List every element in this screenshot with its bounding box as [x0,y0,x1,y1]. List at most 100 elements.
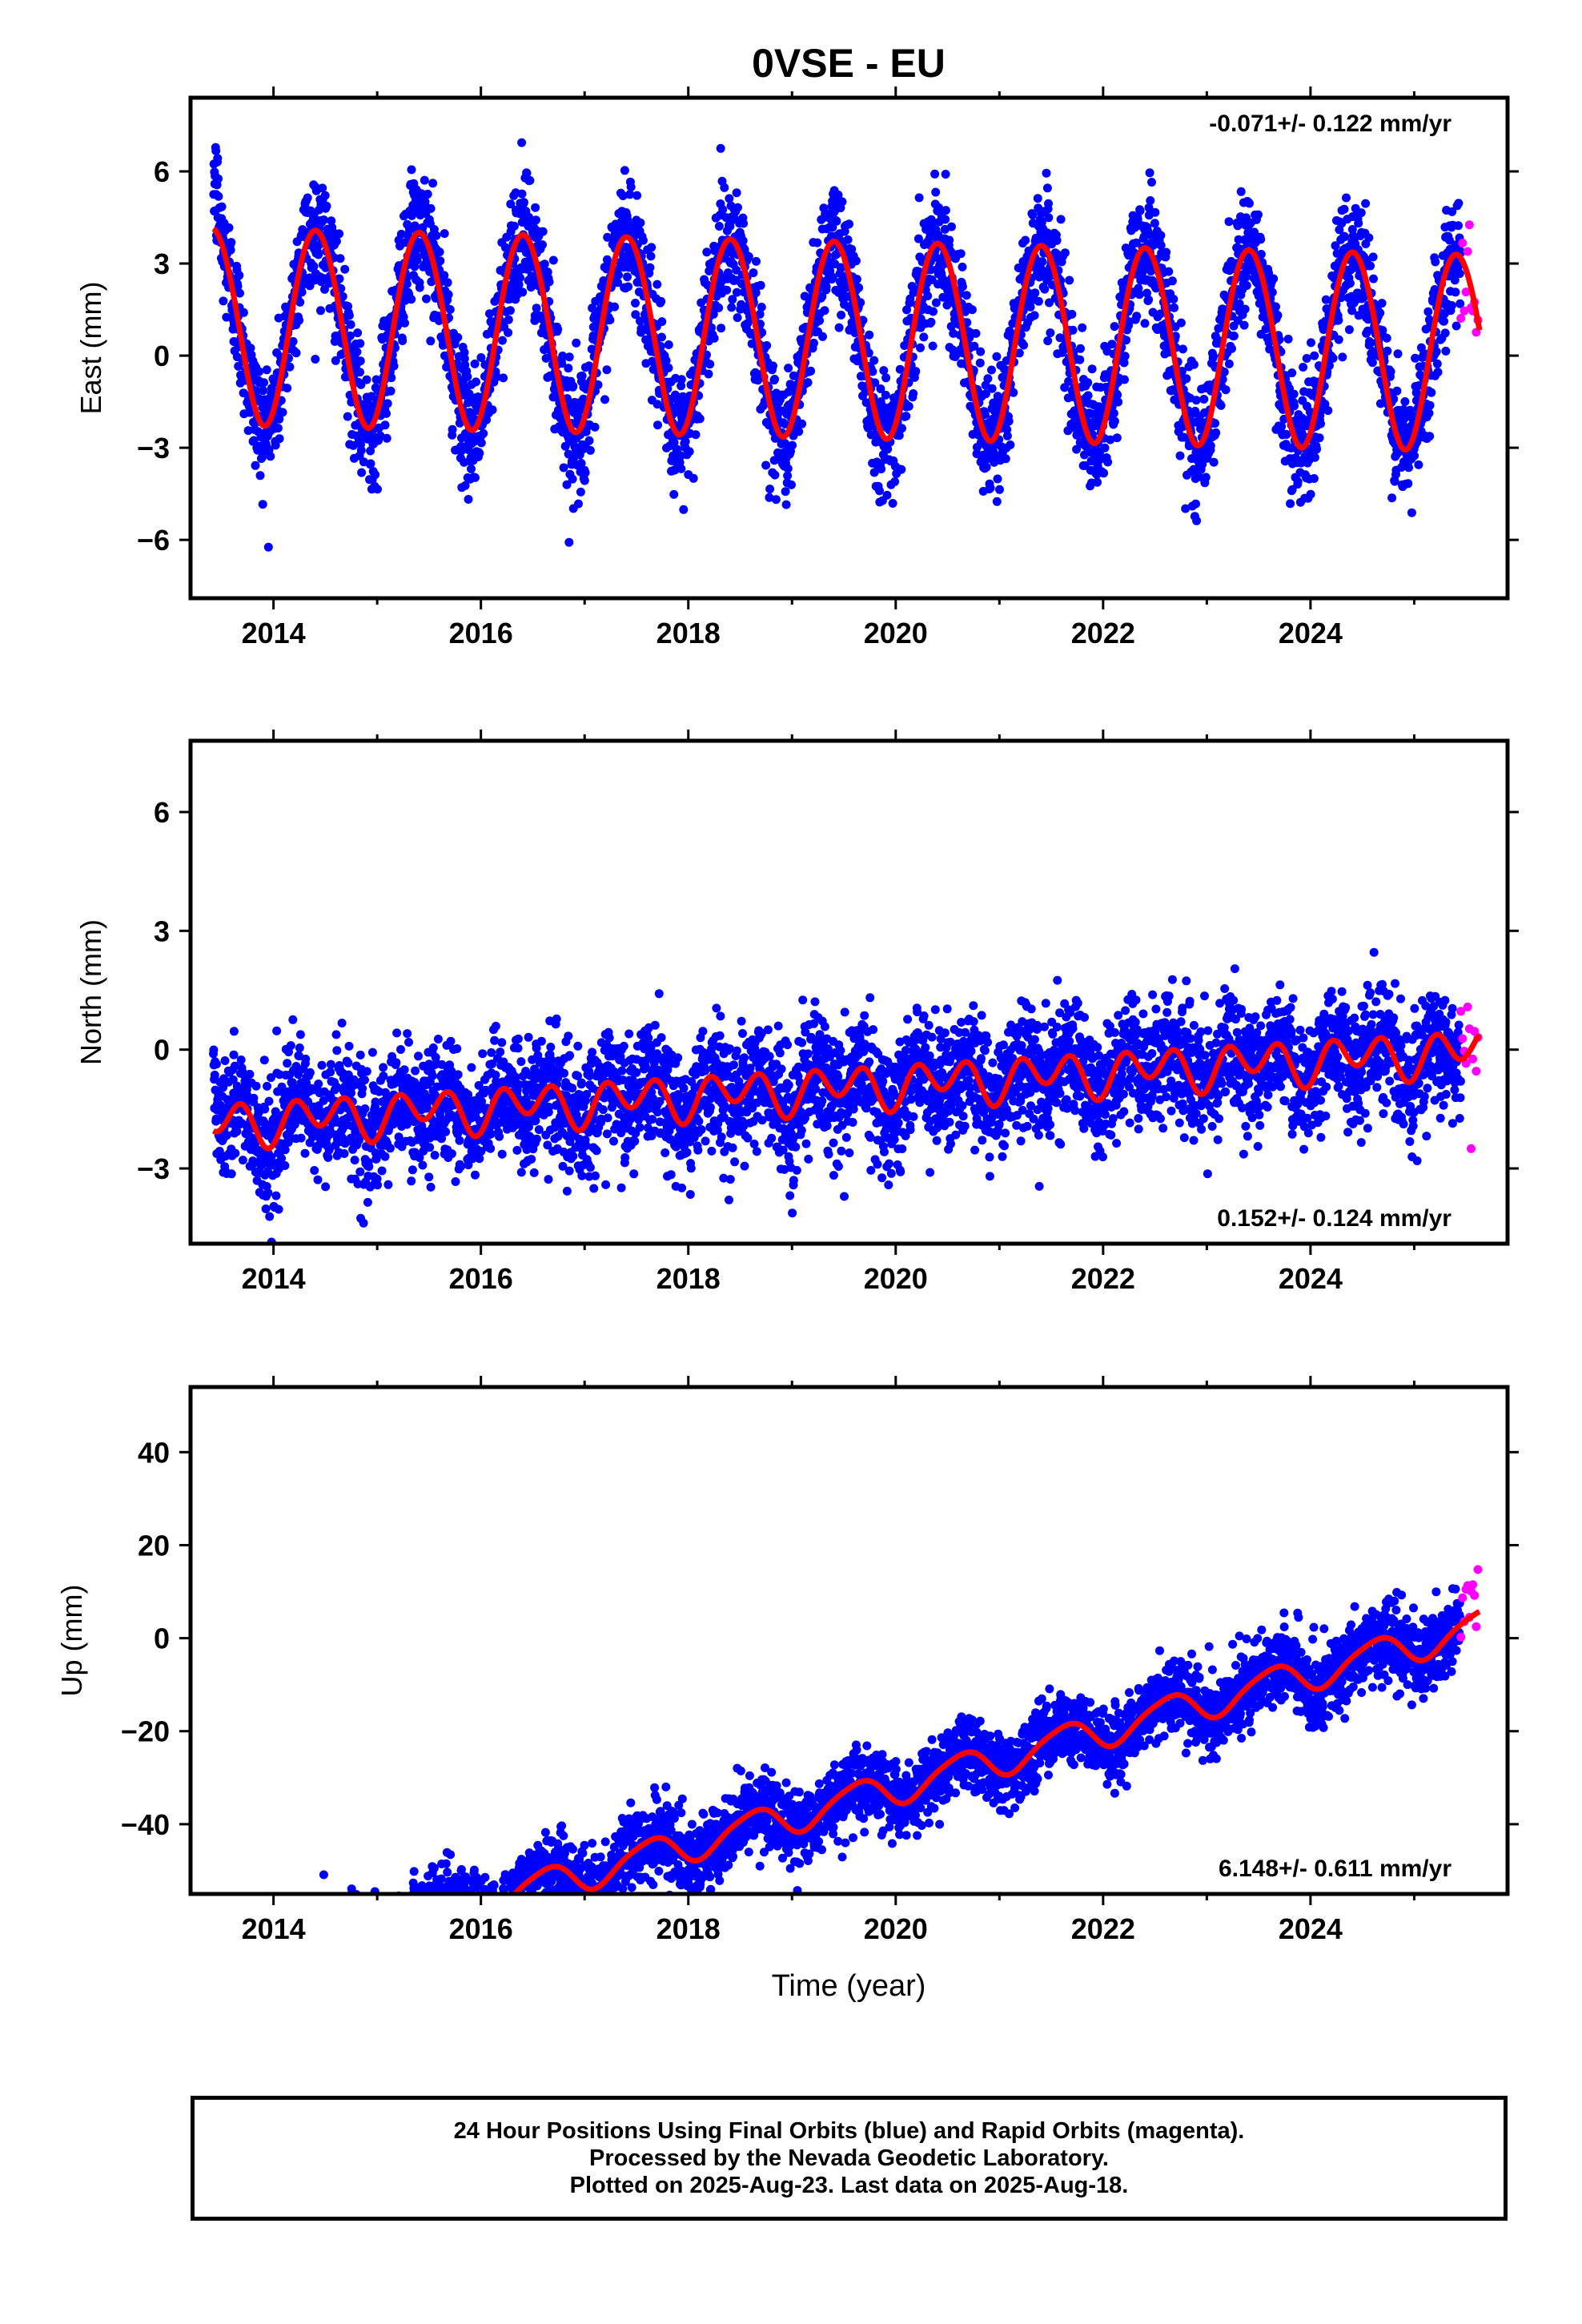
final-orbit-point [460,480,470,490]
final-orbit-point [1142,288,1151,298]
final-orbit-point [426,336,436,346]
final-orbit-point [904,401,913,411]
final-orbit-point [705,360,715,369]
final-orbit-point [558,352,568,360]
final-orbit-point [1112,433,1122,443]
final-orbit-point [448,424,457,434]
final-orbit-point [520,241,529,251]
final-orbit-point [235,271,244,280]
final-orbit-point [460,348,469,357]
final-orbit-point [926,317,936,327]
final-orbit-point [975,358,985,368]
final-orbit-point [1454,199,1464,208]
final-orbit-point [1182,374,1191,384]
final-orbit-point [1240,304,1250,314]
final-orbit-point [1354,219,1363,228]
final-orbit-point [623,215,632,225]
final-orbit-point [1287,368,1297,378]
final-orbit-point [499,373,508,383]
final-orbit-point [657,317,667,327]
final-orbit-point [314,1080,323,1088]
final-orbit-point [1162,247,1171,257]
final-orbit-point [506,199,516,209]
y-tick-label: −3 [137,432,170,464]
final-orbit-point [1256,250,1266,259]
final-orbit-point [631,310,640,320]
final-orbit-point [1156,231,1166,240]
final-orbit-point [266,452,275,461]
final-orbit-point [360,1104,370,1113]
final-orbit-point [274,1204,283,1214]
final-orbit-point [877,464,886,474]
final-orbit-point [360,1076,369,1085]
final-orbit-point [1242,281,1251,290]
final-orbit-point [296,1133,306,1143]
final-orbit-point [832,216,841,226]
final-orbit-point [919,332,929,342]
final-orbit-point [890,477,900,486]
final-orbit-point [260,1104,270,1114]
final-orbit-point [1441,346,1451,356]
final-orbit-point [875,486,884,496]
final-orbit-point [702,247,712,257]
final-orbit-point [1386,367,1395,376]
final-orbit-point [1431,257,1440,267]
final-orbit-point [1286,499,1295,509]
final-orbit-point [355,1167,365,1176]
final-orbit-point [704,369,713,379]
final-orbit-point [881,390,890,400]
final-orbit-point [618,191,628,200]
final-orbit-point [1144,295,1154,304]
final-orbit-point [1113,390,1122,400]
final-orbit-point [1002,431,1012,440]
final-orbit-point [602,255,612,264]
final-orbit-point [344,1041,354,1051]
final-orbit-point [845,219,853,229]
final-orbit-point [661,356,671,365]
final-orbit-point [383,399,392,408]
rate-label: -0.071+/- 0.122 mm/yr [1209,111,1452,137]
final-orbit-point [869,356,879,365]
final-orbit-point [854,283,864,292]
final-orbit-point [544,277,554,287]
final-orbit-point [283,384,292,393]
final-orbit-point [645,263,655,272]
final-orbit-point [288,1015,298,1024]
final-orbit-point [894,431,904,440]
final-orbit-point [1328,353,1338,363]
final-orbit-point [285,362,295,372]
final-orbit-point [504,315,513,324]
final-orbit-point [316,306,325,316]
final-orbit-point [929,307,938,316]
final-orbit-point [755,309,765,319]
final-orbit-point [837,310,846,320]
final-orbit-point [869,468,879,477]
final-orbit-point [590,422,600,432]
final-orbit-point [209,1045,219,1055]
final-orbit-point [888,499,897,508]
final-orbit-point [695,414,705,424]
final-orbit-point [319,215,328,224]
final-orbit-point [709,333,719,343]
final-orbit-point [1120,352,1130,361]
final-orbit-point [1167,276,1177,286]
final-orbit-point [1110,322,1119,332]
final-orbit-point [585,445,595,455]
final-orbit-point [313,1175,323,1184]
final-orbit-point [722,285,732,295]
final-orbit-point [738,236,748,246]
final-orbit-point [371,470,380,480]
final-orbit-point [941,206,950,215]
final-orbit-point [435,247,444,257]
final-orbit-point [1455,269,1464,279]
final-orbit-point [657,332,666,342]
final-orbit-point [516,273,524,283]
final-orbit-point [331,1030,341,1039]
final-orbit-point [426,203,436,213]
final-orbit-point [1369,274,1378,283]
final-orbit-point [1191,499,1200,509]
final-orbit-point [1433,368,1443,377]
final-orbit-point [219,296,228,306]
final-orbit-point [517,138,527,147]
final-orbit-point [1432,359,1442,368]
